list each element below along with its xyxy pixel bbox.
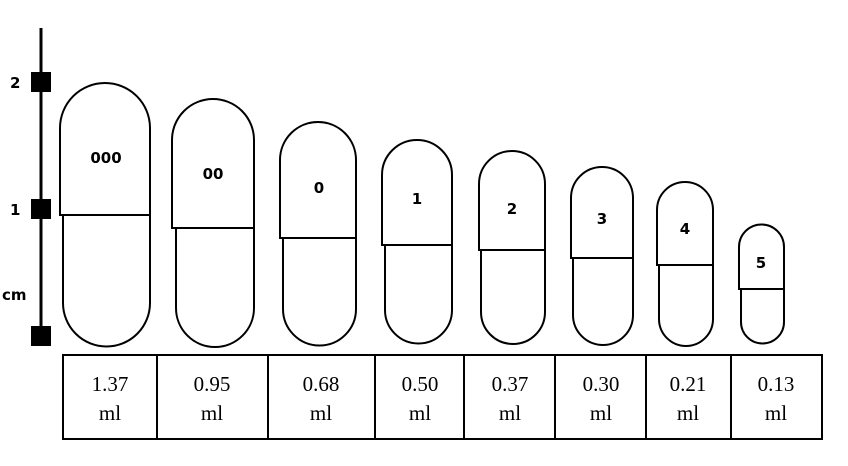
volume-unit: ml: [765, 401, 787, 425]
capsule-000: 000: [59, 82, 151, 348]
capsule-size-label: 0: [314, 179, 324, 197]
volume-value: 0.37: [492, 372, 529, 396]
volume-unit: ml: [409, 401, 431, 425]
volume-unit: ml: [590, 401, 612, 425]
capsule-size-label: 5: [756, 254, 766, 272]
capsule-5: 5: [738, 223, 785, 345]
capsule-0: 0: [279, 121, 357, 347]
ruler-marker-0: [31, 326, 51, 346]
ruler-unit-label: cm: [2, 286, 27, 304]
volume-unit: ml: [499, 401, 521, 425]
volume-value: 0.21: [670, 372, 707, 396]
capsule-size-label: 4: [680, 220, 690, 238]
volume-value: 1.37: [92, 372, 129, 396]
capsule-3: 3: [570, 166, 634, 346]
volume-unit: ml: [99, 401, 121, 425]
capsule-2: 2: [478, 150, 546, 345]
capsule-size-label: 1: [412, 190, 422, 208]
volume-value: 0.50: [402, 372, 439, 396]
volume-table-border: [62, 354, 823, 440]
capsule-4: 4: [656, 181, 714, 347]
ruler-scale: 2 1 cm: [2, 28, 51, 346]
volume-unit: ml: [310, 401, 332, 425]
volume-unit: ml: [677, 401, 699, 425]
volume-value: 0.30: [583, 372, 620, 396]
volume-value: 0.95: [194, 372, 231, 396]
ruler-marker-2: [31, 72, 51, 92]
ruler-marker-1: [31, 199, 51, 219]
capsule-group: 000 00 0 1 2 3: [59, 82, 785, 348]
capsule-1: 1: [381, 139, 453, 345]
capsule-size-label: 000: [90, 149, 121, 167]
ruler-tick-label-1: 1: [10, 201, 20, 219]
volume-value: 0.68: [303, 372, 340, 396]
capsule-00: 00: [171, 98, 255, 348]
ruler-tick-label-2: 2: [10, 74, 20, 92]
volume-table: 1.37 ml 0.95 ml 0.68 ml 0.50 ml 0.37 ml …: [62, 354, 823, 440]
volume-unit: ml: [201, 401, 223, 425]
capsule-size-label: 00: [203, 165, 224, 183]
capsule-size-label: 2: [507, 200, 517, 218]
capsule-size-label: 3: [597, 210, 607, 228]
volume-value: 0.13: [758, 372, 795, 396]
